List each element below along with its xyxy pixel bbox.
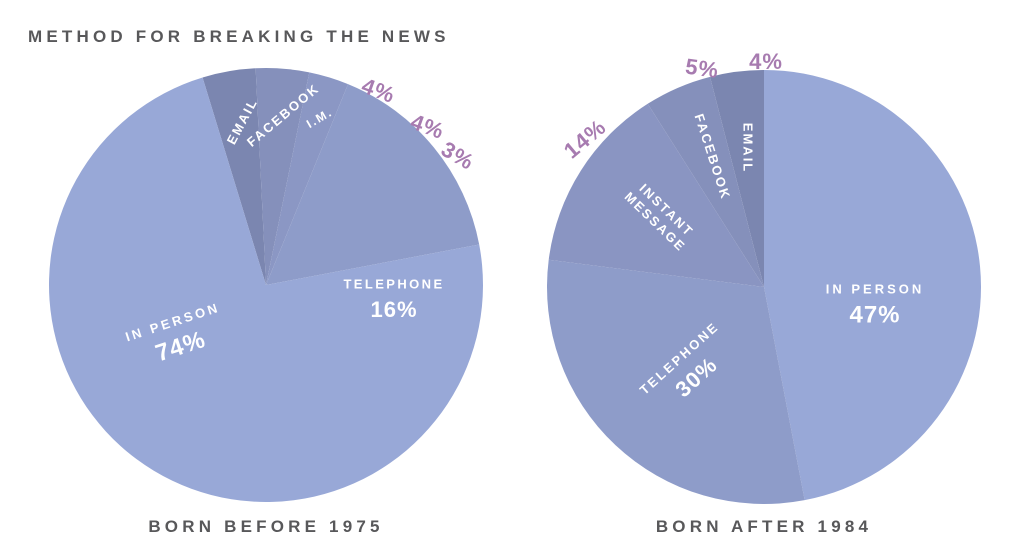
slice-im bbox=[266, 72, 349, 286]
slice-value-telephone: 16% bbox=[370, 297, 417, 322]
slice-label-telephone: TELEPHONE bbox=[343, 276, 444, 291]
slice-facebook bbox=[255, 67, 310, 285]
slice-email bbox=[710, 70, 764, 287]
slice-label-email: EMAIL bbox=[741, 123, 756, 173]
slice-instant-message bbox=[548, 103, 764, 287]
slice-label-in-person: IN PERSON bbox=[826, 281, 925, 296]
chart-title: METHOD FOR BREAKING THE NEWS bbox=[28, 27, 450, 46]
slice-telephone bbox=[266, 84, 480, 286]
slices bbox=[48, 67, 484, 502]
slice-in-person bbox=[48, 77, 484, 502]
slice-in-person bbox=[764, 70, 982, 501]
slice-telephone bbox=[547, 259, 805, 504]
slice-value-in-person: 47% bbox=[849, 301, 900, 328]
slice-value-facebook: 5% bbox=[684, 54, 721, 83]
slices bbox=[547, 70, 982, 504]
slice-value-email: 4% bbox=[749, 49, 783, 74]
slice-facebook bbox=[647, 76, 764, 288]
pie-title-born-after-1984: BORN AFTER 1984 bbox=[656, 517, 872, 536]
pie-title-born-before-1975: BORN BEFORE 1975 bbox=[148, 517, 383, 536]
slice-email bbox=[202, 68, 266, 285]
